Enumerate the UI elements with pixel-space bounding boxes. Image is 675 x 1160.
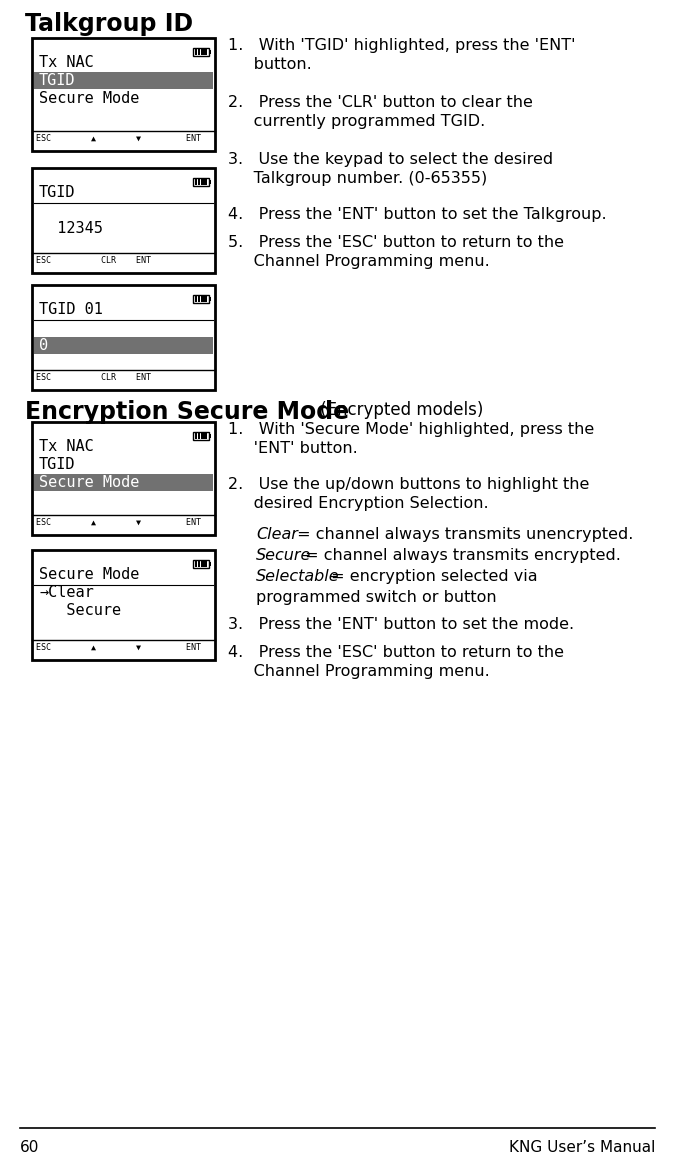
Text: Secure: Secure bbox=[256, 548, 311, 563]
Text: 12345: 12345 bbox=[39, 222, 103, 235]
Bar bbox=[209, 50, 211, 55]
Bar bbox=[32, 422, 215, 535]
Text: 2.   Press the 'CLR' button to clear the
     currently programmed TGID.: 2. Press the 'CLR' button to clear the c… bbox=[228, 95, 533, 129]
Bar bbox=[34, 72, 213, 89]
Text: Tx NAC: Tx NAC bbox=[39, 55, 94, 70]
Text: = channel always transmits encrypted.: = channel always transmits encrypted. bbox=[300, 548, 621, 563]
Text: →Clear: →Clear bbox=[39, 585, 94, 600]
Bar bbox=[32, 285, 215, 390]
Bar bbox=[193, 295, 209, 303]
Bar bbox=[198, 561, 200, 567]
Bar bbox=[193, 177, 209, 186]
Text: TGID: TGID bbox=[39, 184, 76, 200]
Bar bbox=[198, 49, 200, 55]
Bar bbox=[198, 296, 200, 302]
Text: 4.   Press the 'ESC' button to return to the
     Channel Programming menu.: 4. Press the 'ESC' button to return to t… bbox=[228, 645, 564, 680]
Bar bbox=[201, 561, 204, 567]
Text: Secure: Secure bbox=[39, 603, 121, 618]
Text: ESC        ▲        ▼         ENT: ESC ▲ ▼ ENT bbox=[36, 519, 201, 527]
Text: 60: 60 bbox=[20, 1140, 39, 1155]
Text: Secure Mode: Secure Mode bbox=[39, 90, 139, 106]
Bar bbox=[201, 49, 204, 55]
Bar bbox=[198, 179, 200, 184]
Text: ESC        ▲        ▼         ENT: ESC ▲ ▼ ENT bbox=[36, 135, 201, 143]
Text: 1.   With 'TGID' highlighted, press the 'ENT'
     button.: 1. With 'TGID' highlighted, press the 'E… bbox=[228, 38, 576, 72]
Bar bbox=[194, 561, 197, 567]
Bar bbox=[194, 49, 197, 55]
Bar bbox=[209, 297, 211, 300]
Text: = channel always transmits unencrypted.: = channel always transmits unencrypted. bbox=[292, 527, 633, 542]
Bar bbox=[198, 433, 200, 438]
Bar bbox=[34, 474, 213, 491]
Bar bbox=[193, 560, 209, 568]
Bar bbox=[201, 296, 204, 302]
Bar bbox=[205, 433, 207, 438]
Bar bbox=[209, 180, 211, 184]
Bar bbox=[205, 296, 207, 302]
Bar bbox=[32, 38, 215, 151]
Text: (Encrypted models): (Encrypted models) bbox=[315, 401, 483, 419]
Text: ESC        ▲        ▼         ENT: ESC ▲ ▼ ENT bbox=[36, 643, 201, 652]
Text: Secure Mode: Secure Mode bbox=[39, 567, 139, 582]
Bar bbox=[201, 433, 204, 438]
Text: ESC          CLR    ENT: ESC CLR ENT bbox=[36, 374, 151, 382]
Bar bbox=[205, 49, 207, 55]
Text: Encryption Secure Mode: Encryption Secure Mode bbox=[25, 400, 349, 425]
Bar bbox=[205, 179, 207, 184]
Text: 0: 0 bbox=[39, 338, 48, 353]
Text: TGID 01: TGID 01 bbox=[39, 302, 103, 317]
Text: ESC          CLR    ENT: ESC CLR ENT bbox=[36, 256, 151, 264]
Bar bbox=[209, 434, 211, 438]
Text: programmed switch or button: programmed switch or button bbox=[256, 590, 497, 606]
Text: 3.   Press the 'ENT' button to set the mode.: 3. Press the 'ENT' button to set the mod… bbox=[228, 617, 574, 632]
Bar bbox=[209, 561, 211, 566]
Bar bbox=[194, 433, 197, 438]
Bar bbox=[201, 179, 204, 184]
Bar bbox=[194, 296, 197, 302]
Text: 1.   With 'Secure Mode' highlighted, press the
     'ENT' button.: 1. With 'Secure Mode' highlighted, press… bbox=[228, 422, 594, 456]
Text: Secure Mode: Secure Mode bbox=[39, 474, 139, 490]
Text: Selectable: Selectable bbox=[256, 570, 340, 583]
Text: KNG User’s Manual: KNG User’s Manual bbox=[509, 1140, 655, 1155]
Text: Clear: Clear bbox=[256, 527, 298, 542]
Text: = encryption selected via: = encryption selected via bbox=[326, 570, 537, 583]
Bar bbox=[193, 432, 209, 440]
Text: Tx NAC: Tx NAC bbox=[39, 438, 94, 454]
Text: 5.   Press the 'ESC' button to return to the
     Channel Programming menu.: 5. Press the 'ESC' button to return to t… bbox=[228, 235, 564, 269]
Text: 2.   Use the up/down buttons to highlight the
     desired Encryption Selection.: 2. Use the up/down buttons to highlight … bbox=[228, 477, 589, 512]
Text: TGID: TGID bbox=[39, 73, 76, 88]
Bar bbox=[193, 48, 209, 56]
Text: 3.   Use the keypad to select the desired
     Talkgroup number. (0-65355): 3. Use the keypad to select the desired … bbox=[228, 152, 553, 187]
Bar bbox=[32, 550, 215, 660]
Text: 4.   Press the 'ENT' button to set the Talkgroup.: 4. Press the 'ENT' button to set the Tal… bbox=[228, 206, 607, 222]
Text: Talkgroup ID: Talkgroup ID bbox=[25, 12, 193, 36]
Bar bbox=[32, 168, 215, 273]
Bar bbox=[34, 338, 213, 354]
Text: TGID: TGID bbox=[39, 457, 76, 472]
Bar bbox=[194, 179, 197, 184]
Bar bbox=[205, 561, 207, 567]
